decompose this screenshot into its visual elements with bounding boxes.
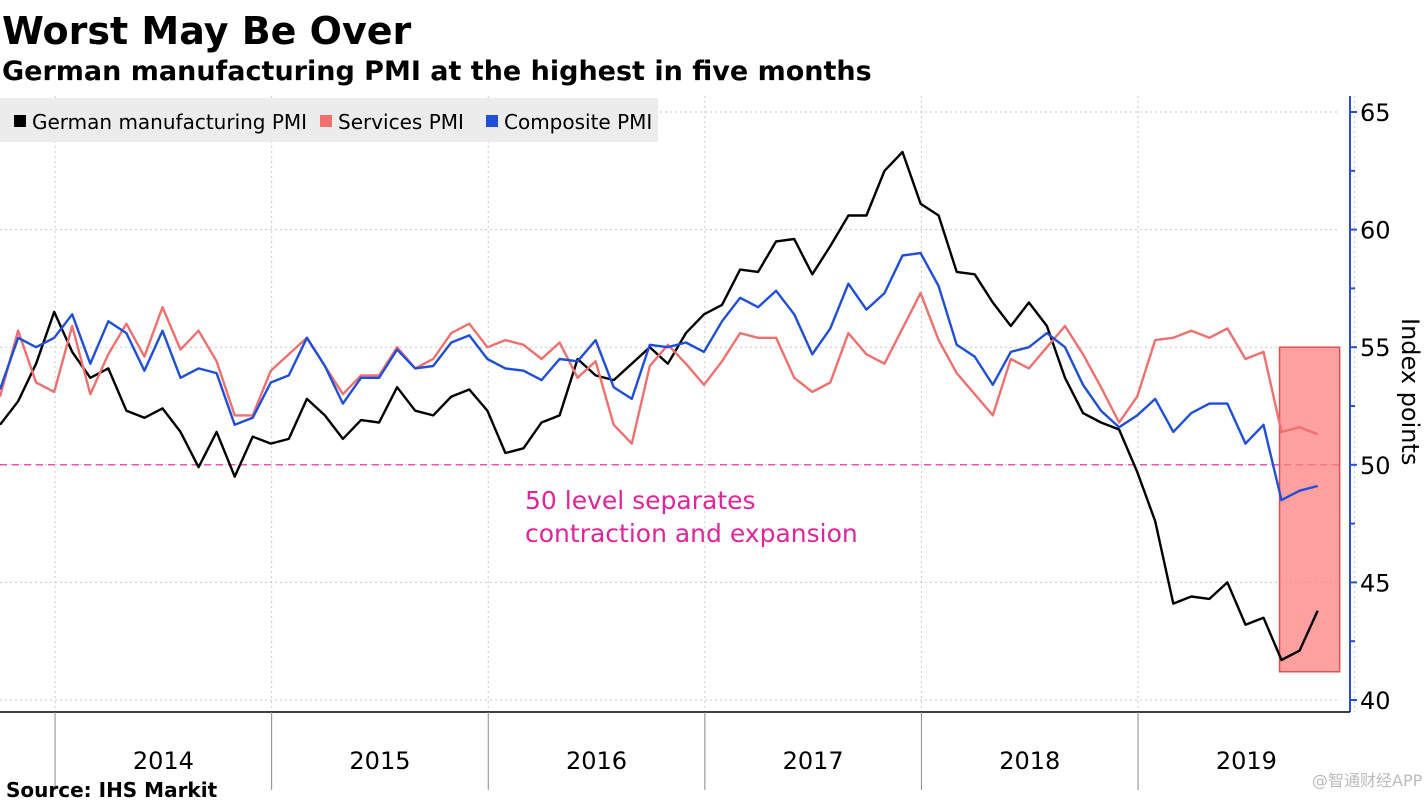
highlight-rect: [1280, 347, 1340, 672]
legend-swatch-composite: [486, 115, 498, 127]
series-lines: [0, 152, 1318, 660]
y-tick-label: 60: [1360, 217, 1391, 245]
x-tick-label: 2018: [999, 747, 1060, 775]
y-tick-label: 65: [1360, 99, 1391, 127]
y-tick-label: 50: [1360, 452, 1391, 480]
x-tick-label: 2019: [1216, 747, 1277, 775]
source-note: Source: IHS Markit: [6, 778, 218, 802]
y-axis-label: Index points: [1396, 318, 1424, 465]
y-tick-label: 40: [1360, 687, 1391, 715]
legend: German manufacturing PMI Services PMI Co…: [0, 98, 658, 142]
annotation-line-2: contraction and expansion: [525, 519, 858, 548]
annotation-line-1: 50 level separates: [525, 486, 756, 515]
gridlines: [0, 96, 1355, 712]
y-tick-label: 55: [1360, 334, 1391, 362]
legend-label-composite: Composite PMI: [504, 110, 652, 134]
y-axis: 40 45 50 55 60 65: [1350, 96, 1391, 715]
legend-label-manufacturing: German manufacturing PMI: [32, 110, 307, 134]
legend-label-services: Services PMI: [338, 110, 464, 134]
legend-swatch-services: [320, 115, 332, 127]
x-tick-label: 2016: [566, 747, 627, 775]
legend-swatch-manufacturing: [14, 115, 26, 127]
x-tick-label: 2014: [133, 747, 194, 775]
chart-title: Worst May Be Over: [2, 9, 412, 53]
y-tick-label: 45: [1360, 569, 1391, 597]
chart-subtitle: German manufacturing PMI at the highest …: [2, 56, 872, 87]
highlight-box: [1280, 347, 1340, 672]
x-tick-label: 2015: [349, 747, 410, 775]
series-line-manufacturing: [0, 152, 1318, 660]
watermark: @智通财经APP: [1312, 771, 1423, 790]
x-tick-label: 2017: [783, 747, 844, 775]
